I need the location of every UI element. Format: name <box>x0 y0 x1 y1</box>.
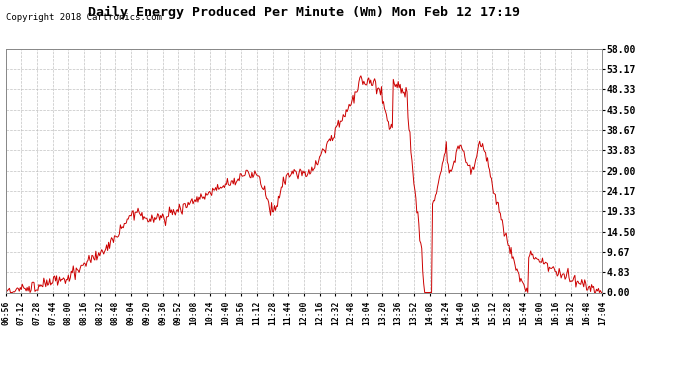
Text: Daily Energy Produced Per Minute (Wm) Mon Feb 12 17:19: Daily Energy Produced Per Minute (Wm) Mo… <box>88 6 520 19</box>
Text: Power Produced  (watts/minute): Power Produced (watts/minute) <box>466 21 642 31</box>
Text: Copyright 2018 Cartronics.com: Copyright 2018 Cartronics.com <box>6 13 161 22</box>
